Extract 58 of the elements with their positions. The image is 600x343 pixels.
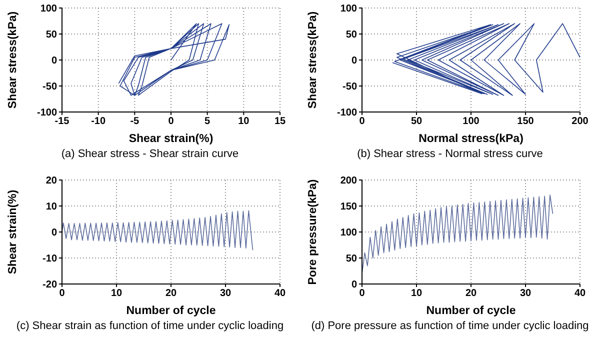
y-tick-label: 0 bbox=[351, 56, 358, 67]
y-tick-label: -20 bbox=[42, 279, 58, 290]
text: (c) Shear strain as function of time under cyclic loading bbox=[15, 320, 285, 332]
x-tick-label: 10 bbox=[110, 288, 122, 299]
x-axis-title: Number of cycle bbox=[126, 304, 216, 316]
x-tick-label: 100 bbox=[462, 116, 480, 128]
x-tick-label: 50 bbox=[410, 116, 422, 128]
y-tick-label: 100 bbox=[340, 4, 358, 15]
y-tick-label: 50 bbox=[46, 30, 58, 41]
text: (d) Pore pressure as function of time under cyclic loading bbox=[310, 320, 590, 332]
x-tick-label: 15 bbox=[274, 116, 286, 128]
y-axis-title: Shear stress(kPa) bbox=[7, 11, 20, 109]
text: (b) Shear stress - Normal stress curve bbox=[356, 148, 544, 160]
x-tick-label: 30 bbox=[520, 288, 532, 299]
line-series bbox=[62, 210, 254, 250]
x-tick-label: 40 bbox=[274, 288, 286, 299]
x-tick-label: 150 bbox=[517, 116, 534, 128]
x-tick-label: 0 bbox=[168, 116, 174, 128]
line-series bbox=[392, 23, 580, 96]
line-series bbox=[118, 23, 230, 96]
x-tick-label: 10 bbox=[238, 116, 250, 128]
y-tick-label: 150 bbox=[340, 201, 358, 212]
x-axis-title: Shear strain(%) bbox=[128, 133, 214, 145]
y-tick-label: 10 bbox=[46, 201, 58, 212]
y-tick-label: 100 bbox=[340, 227, 358, 238]
x-tick-label: -5 bbox=[130, 116, 140, 128]
x-tick-label: -15 bbox=[54, 116, 70, 128]
x-tick-label: -10 bbox=[91, 116, 106, 128]
x-tick-label: 0 bbox=[359, 288, 366, 299]
y-tick-label: -100 bbox=[36, 108, 58, 119]
x-tick-label: 20 bbox=[165, 288, 177, 299]
y-tick-label: -100 bbox=[336, 108, 358, 119]
y-tick-label: 0 bbox=[51, 56, 58, 67]
y-tick-label: 0 bbox=[51, 227, 58, 238]
x-tick-label: 200 bbox=[572, 116, 589, 128]
x-axis-title: Number of cycle bbox=[426, 304, 516, 316]
y-tick-label: -50 bbox=[342, 82, 358, 93]
x-tick-label: 30 bbox=[220, 288, 232, 299]
text: (a) Shear stress - Shear strain curve bbox=[60, 148, 240, 160]
x-tick-label: 5 bbox=[204, 116, 211, 128]
x-tick-label: 40 bbox=[574, 288, 586, 299]
y-tick-label: -10 bbox=[42, 253, 58, 264]
x-tick-label: 0 bbox=[59, 288, 66, 299]
y-axis-title: Shear stress(kPa) bbox=[307, 11, 320, 109]
y-axis-title: Pore pressure(kPa) bbox=[307, 178, 320, 284]
y-tick-label: 200 bbox=[340, 175, 358, 186]
x-axis-title: Normal stress(kPa) bbox=[418, 133, 524, 145]
y-tick-label: -50 bbox=[42, 82, 58, 93]
x-tick-label: 20 bbox=[465, 288, 477, 299]
y-tick-label: 50 bbox=[346, 30, 358, 41]
line-series bbox=[362, 194, 554, 274]
x-tick-label: 0 bbox=[359, 116, 366, 128]
y-tick-label: 100 bbox=[40, 4, 58, 15]
y-tick-label: 0 bbox=[351, 279, 358, 290]
y-tick-label: 50 bbox=[346, 253, 358, 264]
y-tick-label: 20 bbox=[46, 175, 58, 186]
x-tick-label: 10 bbox=[410, 288, 422, 299]
y-axis-title: Shear strain(%) bbox=[7, 189, 20, 274]
